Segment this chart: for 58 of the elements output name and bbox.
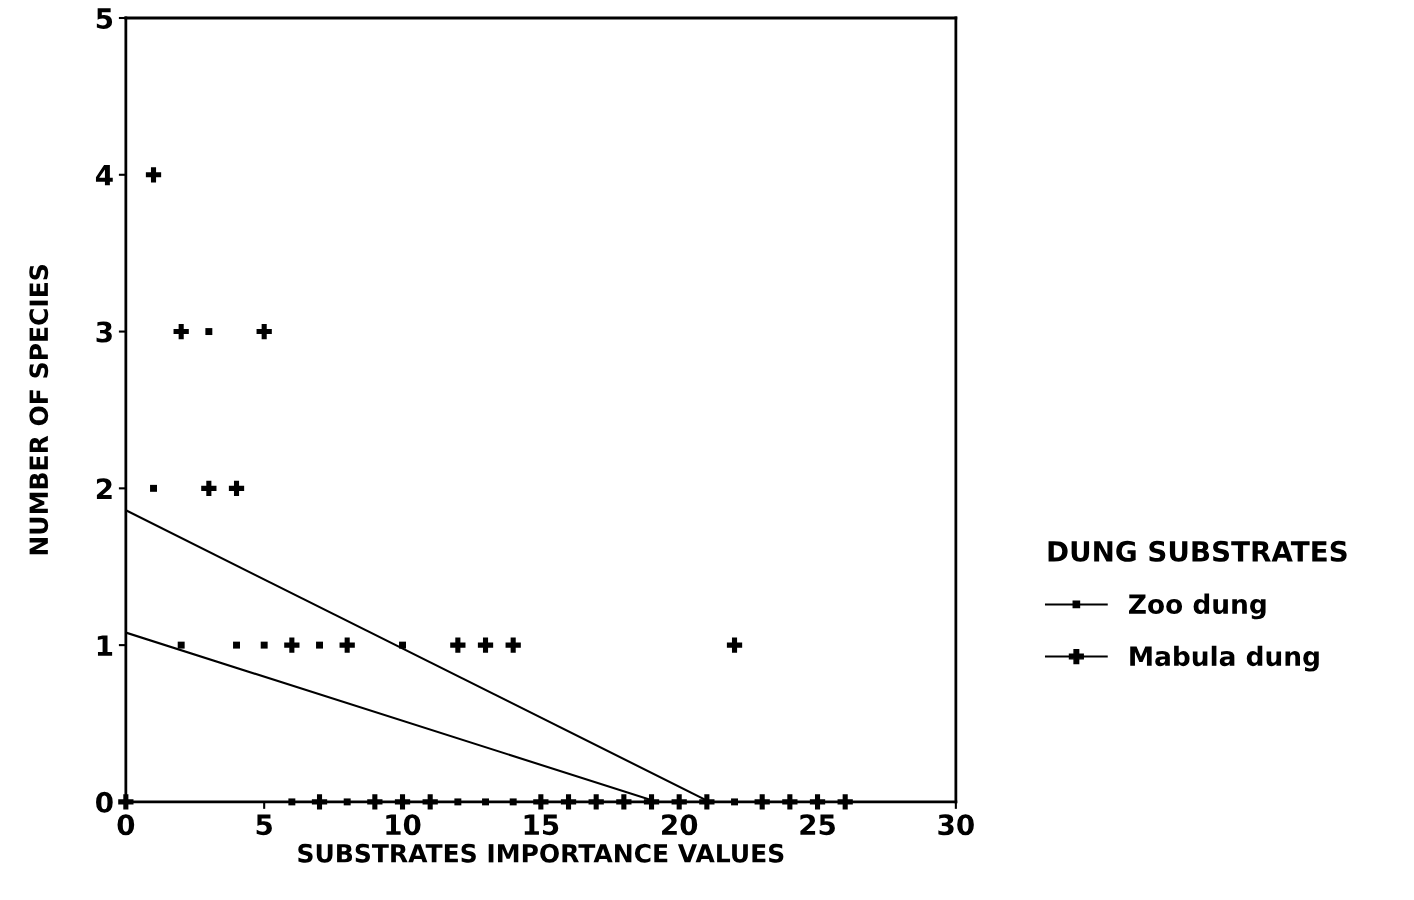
x-tick-label: 15 xyxy=(524,814,559,836)
x-tick-label: 25 xyxy=(800,814,835,836)
point xyxy=(339,637,355,653)
point xyxy=(284,637,300,653)
point xyxy=(482,798,489,806)
y-tick-label: 5 xyxy=(96,8,113,29)
x-tick-label: 0 xyxy=(117,814,135,836)
point xyxy=(233,641,240,649)
point xyxy=(201,480,217,496)
point xyxy=(343,798,351,806)
point xyxy=(726,637,743,653)
point xyxy=(260,641,268,649)
x-tick-label: 20 xyxy=(662,814,698,836)
point xyxy=(394,794,411,810)
point xyxy=(228,480,245,496)
legend-label: Mabula dung xyxy=(1130,645,1319,672)
point xyxy=(533,794,549,810)
point xyxy=(316,641,323,649)
point xyxy=(288,798,296,806)
point xyxy=(671,794,687,810)
point xyxy=(616,794,632,810)
point xyxy=(150,484,157,492)
y-tick-label: 1 xyxy=(97,635,113,656)
point xyxy=(560,794,577,810)
point xyxy=(809,794,826,810)
point xyxy=(643,794,660,810)
point xyxy=(588,794,604,810)
point xyxy=(422,794,438,810)
point xyxy=(367,794,383,810)
x-tick-label: 5 xyxy=(256,814,272,836)
x-tick-label: 30 xyxy=(938,814,974,836)
point xyxy=(699,794,715,810)
x-axis-title: SUBSTRATES IMPORTANCE VALUES xyxy=(298,843,784,863)
y-tick-label: 0 xyxy=(96,791,113,813)
point xyxy=(118,794,134,810)
point xyxy=(173,323,189,340)
point xyxy=(454,798,462,806)
point xyxy=(450,637,466,653)
y-tick-label: 2 xyxy=(96,478,112,499)
y-tick-label: 4 xyxy=(95,165,113,186)
x-tick-label: 10 xyxy=(386,814,421,836)
point xyxy=(477,637,494,653)
point xyxy=(731,798,738,806)
point xyxy=(177,641,185,649)
point xyxy=(205,328,213,336)
point xyxy=(782,794,798,810)
point xyxy=(399,641,406,649)
point xyxy=(509,798,517,806)
y-axis-title: NUMBER OF SPECIES xyxy=(29,265,49,555)
point xyxy=(311,794,328,810)
legend-title: DUNG SUBSTRATES xyxy=(1048,540,1347,562)
point xyxy=(754,794,770,810)
point xyxy=(145,167,162,183)
y-tick-label: 3 xyxy=(96,321,112,343)
point xyxy=(256,323,272,340)
point xyxy=(505,637,521,653)
point xyxy=(837,794,853,810)
legend-label: Zoo dung xyxy=(1129,593,1266,620)
